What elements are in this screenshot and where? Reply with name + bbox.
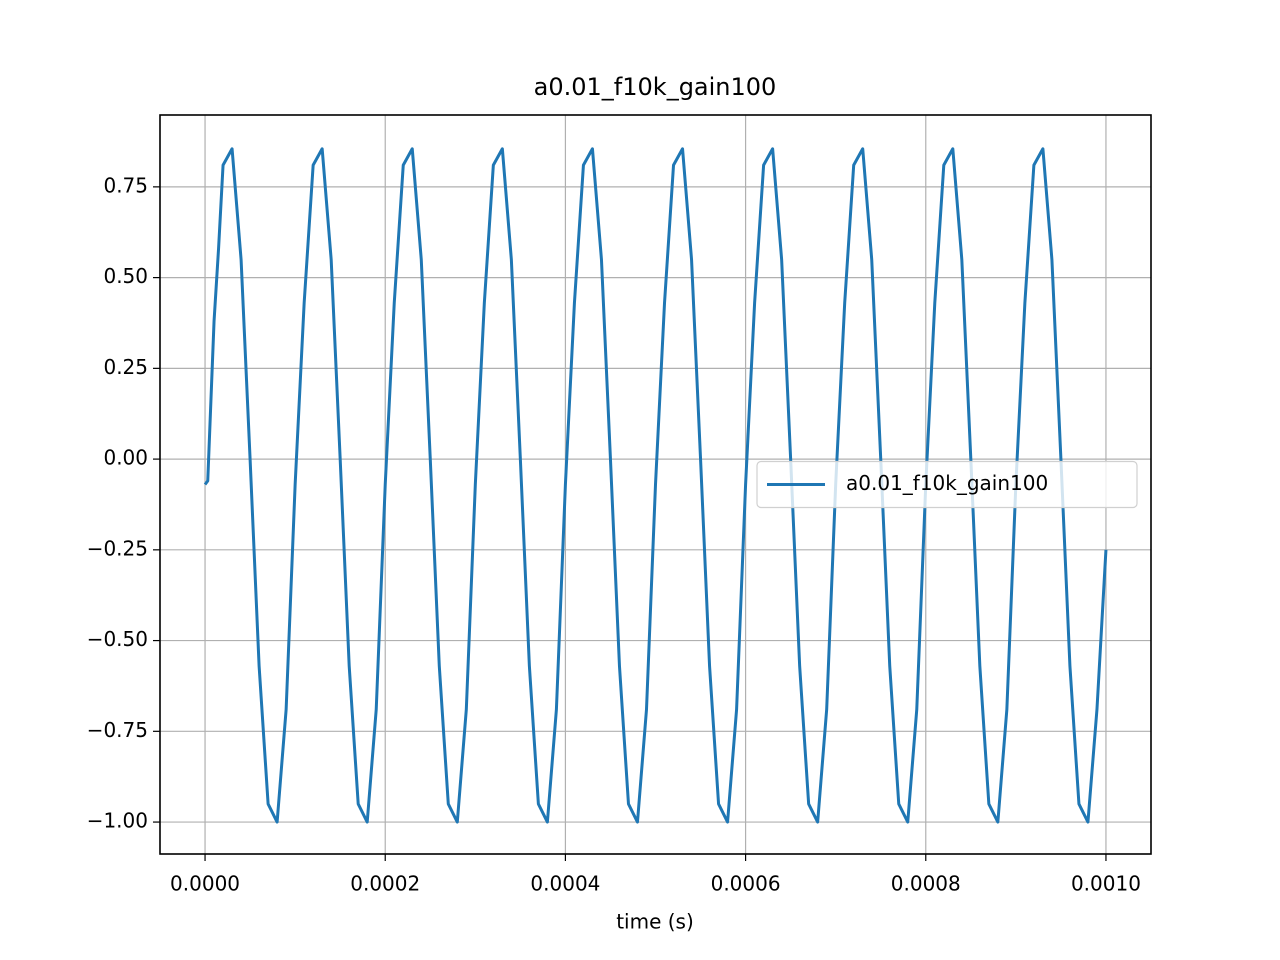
x-tick-label: 0.0004 [530,872,600,896]
x-axis-label: time (s) [616,910,694,934]
y-tick-label: 0.00 [103,446,148,470]
y-tick-label: 0.50 [103,264,148,288]
y-tick-label: −0.25 [87,536,148,560]
y-tick-label: 0.25 [103,355,148,379]
legend-label: a0.01_f10k_gain100 [846,471,1048,495]
x-tick-label: 0.0002 [350,872,420,896]
x-tick-label: 0.0006 [711,872,781,896]
data-line [203,147,1108,824]
y-tick-label: −0.75 [87,718,148,742]
legend-box [756,460,1138,509]
x-tick-label: 0.0000 [170,872,240,896]
x-tick-label: 0.0008 [891,872,961,896]
x-tick-label: 0.0010 [1071,872,1141,896]
chart-title: a0.01_f10k_gain100 [534,73,777,101]
y-tick-label: −0.50 [87,627,148,651]
y-tick-label: 0.75 [103,173,148,197]
y-tick-label: −1.00 [87,809,148,833]
plot-frame [159,114,1152,855]
